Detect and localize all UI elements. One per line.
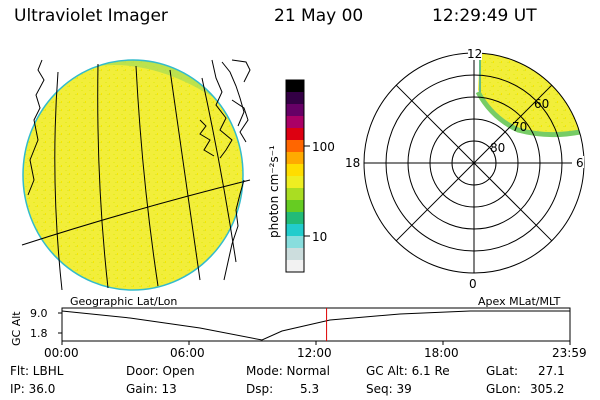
seq-status: Seq: 39 (366, 382, 412, 396)
colorbar (286, 80, 304, 273)
filter-status: Flt: LBHL (10, 364, 64, 378)
colorbar-segment (286, 80, 304, 93)
ip-status: IP: 36.0 (10, 382, 56, 396)
colorbar-segment (286, 104, 304, 117)
gain-status: Gain: 13 (126, 382, 177, 396)
coastline (27, 59, 251, 281)
glat-value: 27.1 (538, 364, 565, 378)
colorbar-segment (286, 128, 304, 141)
altitude-plot (58, 307, 571, 345)
geographic-caption: Geographic Lat/Lon (70, 295, 178, 308)
xtick-0000: 00:00 (44, 346, 79, 360)
dsp-value: 5.3 (300, 382, 320, 396)
lat-label-80: 80 (490, 141, 506, 155)
lat-label-70: 70 (512, 120, 528, 134)
xtick-1800: 18:00 (424, 346, 459, 360)
xtick-0600: 06:00 (170, 346, 205, 360)
colorbar-segment (286, 260, 304, 273)
colorbar-segment (286, 248, 304, 261)
colorbar-segment (286, 236, 304, 249)
dsp-label: Dsp: (246, 382, 274, 396)
glon-value: 305.2 (530, 382, 565, 396)
colorbar-segment (286, 176, 304, 189)
door-status: Door: Open (126, 364, 195, 378)
colorbar-tick-100: 100 (312, 140, 335, 154)
colorbar-segment (286, 164, 304, 177)
mode-status: Mode: Normal (246, 364, 330, 378)
xtick-2359: 23:59 (552, 346, 587, 360)
meridian-lines (54, 63, 237, 291)
colorbar-tick-10: 10 (312, 230, 328, 244)
xtick-1200: 12:00 (297, 346, 332, 360)
colorbar-segment (286, 116, 304, 129)
mlt-label-6: 6 (576, 156, 584, 170)
mlt-label-0: 0 (469, 277, 477, 291)
mlt-label-12: 12 (467, 47, 483, 61)
earth-image (21, 59, 251, 291)
altitude-ytick-bottom: 1.8 (30, 327, 48, 340)
time-label: 12:29:49 UT (432, 6, 537, 26)
polar-plot (363, 50, 585, 274)
mlt-label-18: 18 (345, 156, 361, 170)
colorbar-segment (286, 152, 304, 165)
instrument-title: Ultraviolet Imager (14, 6, 168, 26)
lat-label-60: 60 (534, 97, 550, 111)
colorbar-segment (286, 92, 304, 105)
colorbar-segment (286, 200, 304, 213)
altitude-ytick-top: 9.0 (30, 307, 48, 320)
glon-label: GLon: (486, 382, 521, 396)
date-label: 21 May 00 (274, 6, 364, 26)
colorbar-segment (286, 212, 304, 225)
colorbar-segment (286, 224, 304, 237)
colorbar-segment (286, 188, 304, 201)
colorbar-segment (286, 140, 304, 153)
apex-caption: Apex MLat/MLT (478, 295, 561, 308)
colorbar-label: photon cm⁻²s⁻¹ (267, 145, 281, 238)
gc-alt-status: GC Alt: 6.1 Re (366, 364, 450, 378)
latitude-line (21, 179, 251, 246)
glat-label: GLat: (486, 364, 519, 378)
altitude-ylabel: GC Alt (10, 311, 23, 346)
